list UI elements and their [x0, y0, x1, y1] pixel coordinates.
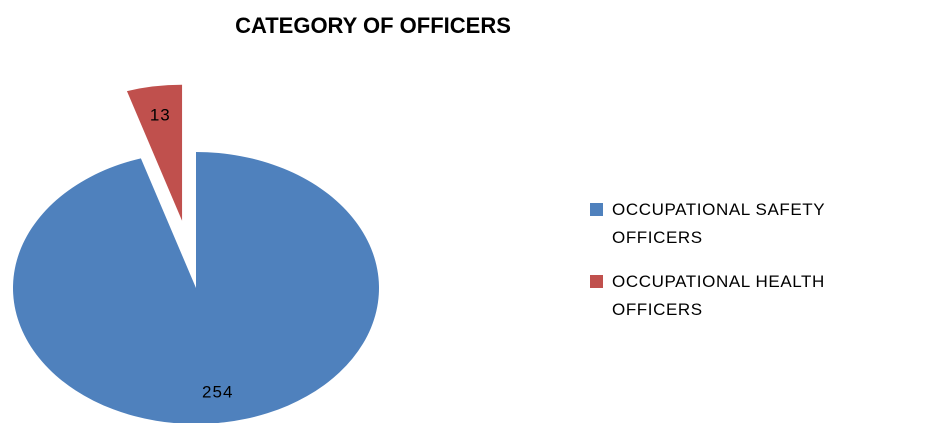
pie-slice — [13, 152, 379, 423]
data-label: 13 — [150, 105, 171, 124]
legend-swatch — [590, 203, 603, 216]
legend-swatch — [590, 275, 603, 288]
legend-item: OCCUPATIONAL HEALTH OFFICERS — [590, 268, 920, 324]
legend-item: OCCUPATIONAL SAFETY OFFICERS — [590, 196, 920, 252]
legend: OCCUPATIONAL SAFETY OFFICERS OCCUPATIONAL… — [590, 196, 920, 340]
chart-title: CATEGORY OF OFFICERS — [235, 13, 511, 38]
data-label: 254 — [202, 382, 233, 401]
pie-slice — [126, 84, 183, 221]
legend-label: OCCUPATIONAL SAFETY OFFICERS — [612, 200, 825, 247]
legend-label: OCCUPATIONAL HEALTH OFFICERS — [612, 272, 825, 319]
